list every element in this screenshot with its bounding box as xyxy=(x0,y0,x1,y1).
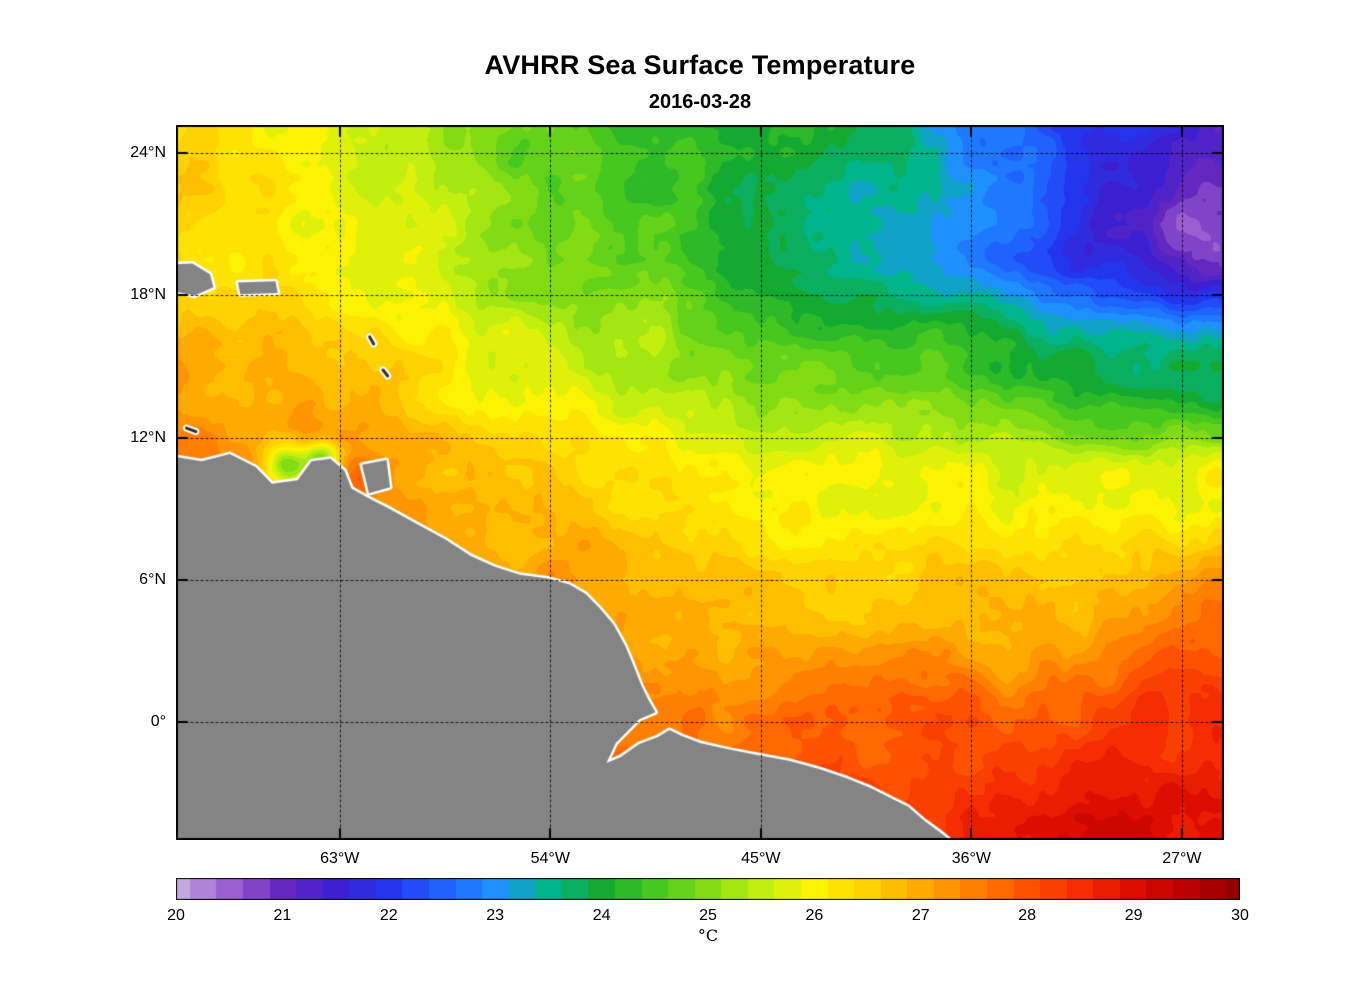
colorbar-tick-label: 23 xyxy=(486,907,505,924)
y-tick-label: 6°N xyxy=(139,570,166,588)
y-tick-label: 18°N xyxy=(130,286,166,304)
colorbar-tick-label: 24 xyxy=(592,907,611,924)
x-tick-label: 54°W xyxy=(530,850,570,867)
sst-map xyxy=(176,125,1224,840)
y-tick-label: 12°N xyxy=(130,428,166,446)
y-tick-label: 0° xyxy=(150,712,166,730)
x-tick-label: 45°W xyxy=(741,850,781,867)
x-tick-label: 36°W xyxy=(951,850,991,867)
x-tick-label: 27°W xyxy=(1162,850,1202,867)
colorbar xyxy=(176,878,1240,900)
colorbar-tick-label: 25 xyxy=(699,907,717,924)
colorbar-tick-label: 22 xyxy=(379,907,398,924)
colorbar-tick-label: 21 xyxy=(273,907,292,924)
figure-title: AVHRR Sea Surface Temperature xyxy=(484,50,916,80)
colorbar-tick-label: 20 xyxy=(167,907,185,924)
colorbar-tick-label: 29 xyxy=(1124,907,1143,924)
y-tick-label: 24°N xyxy=(130,144,166,162)
colorbar-tick-label: 30 xyxy=(1231,907,1249,924)
figure-subtitle: 2016-03-28 xyxy=(648,91,752,113)
colorbar-tick-label: 28 xyxy=(1018,907,1037,924)
colorbar-unit-label: °C xyxy=(697,926,719,945)
colorbar-tick-label: 26 xyxy=(805,907,824,924)
colorbar-tick-label: 27 xyxy=(911,907,930,924)
x-tick-label: 63°W xyxy=(320,850,360,867)
